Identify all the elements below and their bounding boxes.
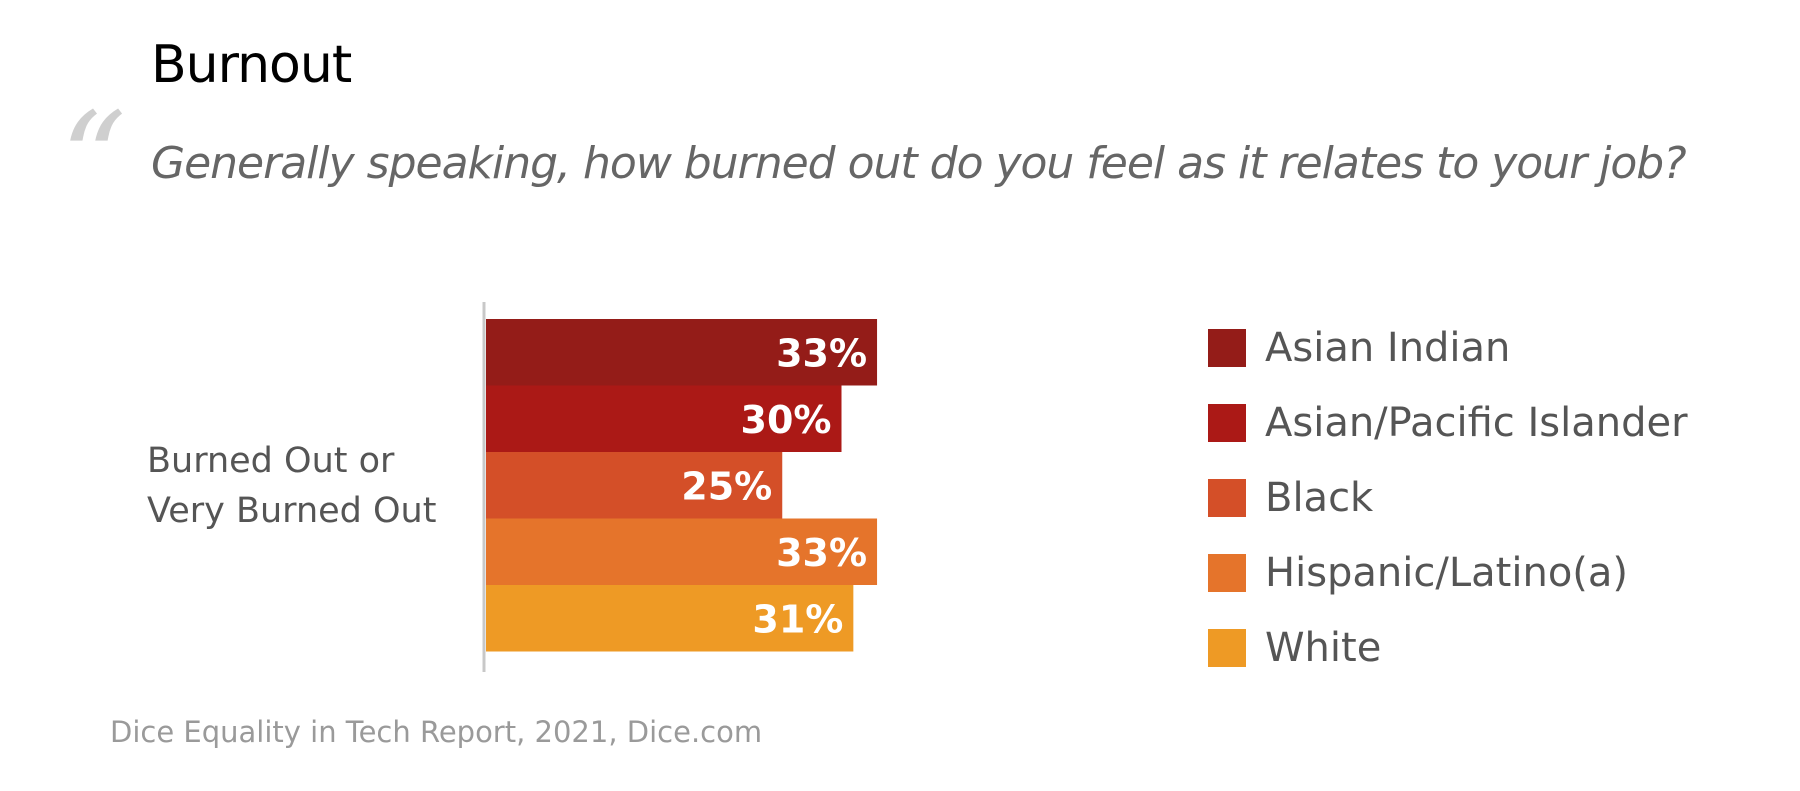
source-note: Dice Equality in Tech Report, 2021, Dice… [110, 715, 763, 749]
bar-value-label: 31% [752, 597, 843, 641]
legend-label: White [1265, 624, 1382, 671]
legend-item: Black [1208, 460, 1688, 535]
bar-value-label: 33% [776, 531, 867, 575]
bar-value-label: 25% [681, 464, 772, 508]
bar-asian-pacific-islander [486, 385, 842, 452]
legend-label: Black [1265, 474, 1374, 521]
bars-group: 33%30%25%33%31% [486, 319, 878, 652]
legend-swatch [1208, 553, 1246, 592]
survey-question: Generally speaking, how burned out do yo… [151, 138, 1687, 189]
bar-white [486, 585, 854, 652]
legend-item: Asian Indian [1208, 310, 1688, 385]
category-label-line: Burned Out or [147, 441, 395, 481]
quote-mark-icon: “ [60, 84, 127, 236]
legend-swatch [1208, 478, 1246, 517]
legend-item: White [1208, 610, 1688, 685]
bar-black [486, 452, 783, 519]
category-label-line: Very Burned Out [147, 491, 436, 531]
legend-label: Hispanic/Latino(a) [1265, 549, 1629, 596]
bar-value-label: 33% [776, 331, 867, 375]
legend-item: Hispanic/Latino(a) [1208, 535, 1688, 610]
bar-hispanic-latino-a [486, 518, 878, 585]
chart-title: Burnout [151, 35, 352, 95]
category-label-group: Burned Out or Very Burned Out [147, 441, 436, 531]
chart-legend: Asian Indian Asian/Pacific Islander Black H… [1208, 310, 1688, 685]
legend-swatch [1208, 628, 1246, 667]
bar-value-label: 30% [741, 398, 832, 442]
legend-label: Asian Indian [1265, 324, 1511, 371]
legend-item: Asian/Pacific Islander [1208, 385, 1688, 460]
bar-asian-indian [486, 319, 878, 386]
legend-swatch [1208, 328, 1246, 367]
legend-label: Asian/Pacific Islander [1265, 399, 1688, 446]
legend-swatch [1208, 403, 1246, 442]
